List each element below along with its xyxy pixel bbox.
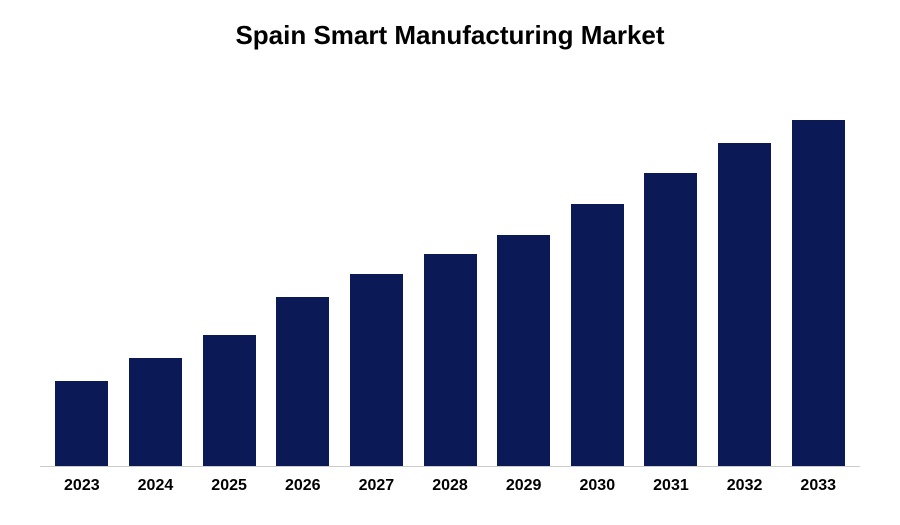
x-axis-label: 2023 bbox=[45, 477, 119, 495]
x-axis-label: 2028 bbox=[413, 477, 487, 495]
plot-area bbox=[40, 81, 860, 467]
bar bbox=[634, 81, 708, 466]
bar-fill bbox=[792, 120, 845, 467]
bar-fill bbox=[718, 143, 771, 466]
bar-fill bbox=[571, 204, 624, 466]
bar bbox=[487, 81, 561, 466]
x-axis: 2023202420252026202720282029203020312032… bbox=[40, 467, 860, 495]
bar-chart: Spain Smart Manufacturing Market 2023202… bbox=[0, 0, 900, 525]
x-axis-label: 2033 bbox=[781, 477, 855, 495]
bar bbox=[266, 81, 340, 466]
bar-fill bbox=[55, 381, 108, 466]
bar-fill bbox=[644, 173, 697, 466]
x-axis-label: 2029 bbox=[487, 477, 561, 495]
bar-fill bbox=[276, 297, 329, 466]
x-axis-label: 2030 bbox=[560, 477, 634, 495]
bar bbox=[413, 81, 487, 466]
x-axis-label: 2026 bbox=[266, 477, 340, 495]
bar bbox=[119, 81, 193, 466]
x-axis-label: 2027 bbox=[340, 477, 414, 495]
x-axis-label: 2032 bbox=[708, 477, 782, 495]
bar-fill bbox=[424, 254, 477, 466]
bar-fill bbox=[129, 358, 182, 466]
x-axis-label: 2025 bbox=[192, 477, 266, 495]
bar bbox=[708, 81, 782, 466]
bar-fill bbox=[350, 274, 403, 467]
x-axis-label: 2031 bbox=[634, 477, 708, 495]
bar bbox=[560, 81, 634, 466]
bar bbox=[340, 81, 414, 466]
bar bbox=[45, 81, 119, 466]
bar-fill bbox=[497, 235, 550, 466]
bar bbox=[192, 81, 266, 466]
x-axis-label: 2024 bbox=[119, 477, 193, 495]
bar bbox=[781, 81, 855, 466]
chart-title: Spain Smart Manufacturing Market bbox=[40, 20, 860, 51]
bar-fill bbox=[203, 335, 256, 466]
